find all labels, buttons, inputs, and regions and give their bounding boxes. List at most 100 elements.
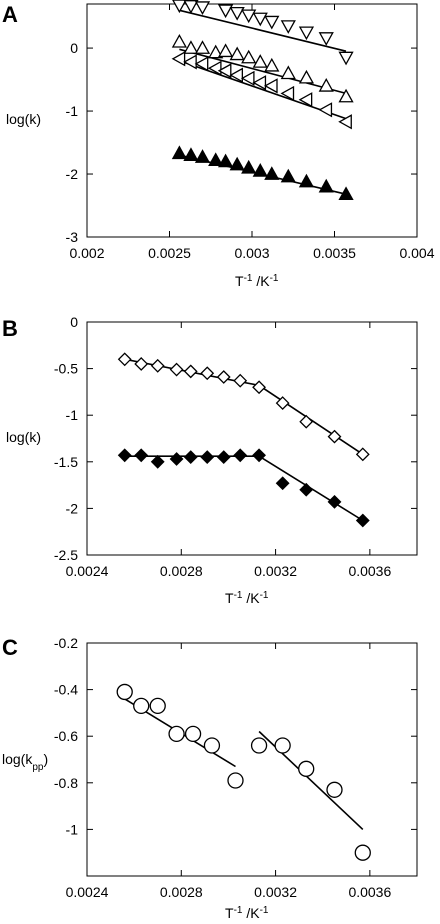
data-point bbox=[168, 725, 185, 743]
data-point bbox=[216, 370, 231, 384]
x-tick-label: 0.0028 bbox=[160, 563, 203, 579]
y-axis-label-c: log(kpp) bbox=[2, 751, 48, 773]
data-point bbox=[298, 173, 315, 188]
data-point bbox=[227, 772, 244, 789]
series-triangle-up-filled bbox=[171, 145, 354, 201]
y-tick-label: -1 bbox=[66, 821, 79, 837]
data-point bbox=[134, 357, 149, 371]
data-point bbox=[200, 366, 215, 381]
y-axis-label-b: log(k) bbox=[6, 429, 41, 445]
data-point bbox=[133, 697, 150, 715]
series-diamond-filled bbox=[117, 448, 370, 528]
data-point bbox=[318, 32, 334, 46]
series-triangle-down-open bbox=[172, 0, 354, 66]
data-point bbox=[355, 513, 370, 528]
data-point bbox=[338, 114, 352, 130]
data-point bbox=[280, 85, 295, 102]
data-point bbox=[194, 56, 209, 72]
y-tick-label: -1.5 bbox=[54, 454, 78, 470]
x-tick-label: 0.0024 bbox=[66, 884, 109, 900]
data-point bbox=[229, 156, 245, 171]
data-point bbox=[217, 153, 234, 168]
data-point bbox=[298, 760, 315, 777]
data-point bbox=[150, 358, 165, 373]
tick-layer-b: 0.0024 0.0028 0.0032 0.0036 0 -0.5 -1 -1.5 -2 -2.… bbox=[54, 314, 417, 579]
y-tick-label: 0 bbox=[70, 40, 78, 56]
data-point bbox=[298, 69, 315, 84]
data-point bbox=[252, 448, 266, 463]
x-axis-label-b: T-1 /K-1 bbox=[225, 590, 269, 607]
panel-b: B log(k) T-1 /K-1 0.0024 0.0028 0.0032 0.00… bbox=[2, 314, 418, 607]
data-point bbox=[298, 92, 313, 108]
data-point bbox=[183, 450, 198, 465]
data-point bbox=[217, 43, 234, 58]
data-point bbox=[200, 450, 215, 465]
data-point bbox=[216, 450, 231, 465]
data-point bbox=[241, 49, 257, 64]
data-point bbox=[183, 40, 199, 54]
data-point bbox=[171, 145, 188, 160]
panel-a: A log(k) T-1 /K-1 0.002 0.0025 0.003 0.0035… bbox=[2, 0, 435, 289]
data-point bbox=[252, 163, 268, 177]
data-point bbox=[252, 75, 267, 91]
data-point bbox=[338, 88, 354, 103]
x-tick-label: 0.0028 bbox=[160, 884, 203, 900]
data-point bbox=[326, 781, 343, 798]
data-point bbox=[252, 380, 266, 395]
data-point bbox=[274, 737, 291, 754]
x-tick-label: 0.004 bbox=[399, 245, 434, 261]
data-point bbox=[229, 67, 244, 83]
plot-frame-a bbox=[86, 3, 418, 238]
y-tick-label: -3 bbox=[66, 229, 79, 245]
data-point bbox=[252, 12, 268, 27]
tick-layer-c: 0.0024 0.0028 0.0032 0.0036 -0.2 -0.4 -0.6 -0.8… bbox=[54, 635, 417, 900]
plot-frame-c bbox=[86, 642, 418, 877]
data-point bbox=[318, 178, 334, 193]
x-tick-label: 0.0032 bbox=[254, 563, 297, 579]
data-point bbox=[183, 54, 197, 70]
data-point bbox=[299, 414, 314, 429]
y-tick-label: -2 bbox=[66, 166, 79, 182]
data-point bbox=[208, 152, 224, 167]
data-point bbox=[318, 78, 334, 92]
data-point bbox=[116, 683, 133, 701]
x-tick-label: 0.0036 bbox=[348, 884, 391, 900]
data-point bbox=[252, 54, 268, 68]
fit-line bbox=[179, 9, 347, 52]
data-point bbox=[264, 57, 280, 72]
x-tick-label: 0.0032 bbox=[254, 884, 297, 900]
y-tick-label: -0.6 bbox=[54, 728, 78, 744]
data-point bbox=[194, 1, 211, 15]
series-layer-b bbox=[117, 352, 370, 528]
x-tick-label: 0.002 bbox=[69, 245, 104, 261]
data-point bbox=[194, 149, 211, 163]
data-point bbox=[241, 9, 257, 24]
fit-line bbox=[179, 48, 347, 95]
y-tick-label: -0.8 bbox=[54, 775, 78, 791]
data-point bbox=[263, 78, 278, 94]
data-point bbox=[217, 4, 234, 19]
data-point bbox=[134, 448, 149, 463]
x-axis-label-a: T-1 /K-1 bbox=[235, 273, 279, 290]
data-point bbox=[172, 0, 187, 14]
data-point bbox=[318, 102, 333, 118]
data-point bbox=[169, 362, 184, 377]
data-point bbox=[183, 364, 198, 379]
y-tick-label: -0.4 bbox=[54, 682, 78, 698]
y-tick-label: 0 bbox=[70, 314, 78, 330]
data-point bbox=[233, 373, 248, 388]
panel-label-b: B bbox=[2, 316, 18, 341]
data-point bbox=[169, 452, 184, 466]
data-point bbox=[338, 51, 354, 66]
series-triangle-left-open bbox=[171, 51, 352, 130]
data-point bbox=[217, 63, 232, 79]
x-axis-label-c: T-1 /K-1 bbox=[225, 905, 269, 922]
x-tick-label: 0.0035 bbox=[313, 245, 356, 261]
x-tick-label: 0.0036 bbox=[348, 563, 391, 579]
y-tick-label: -2 bbox=[66, 500, 79, 516]
panel-label-a: A bbox=[2, 2, 18, 27]
data-point bbox=[117, 448, 132, 463]
data-point bbox=[299, 482, 314, 497]
series-layer-a bbox=[171, 0, 354, 201]
